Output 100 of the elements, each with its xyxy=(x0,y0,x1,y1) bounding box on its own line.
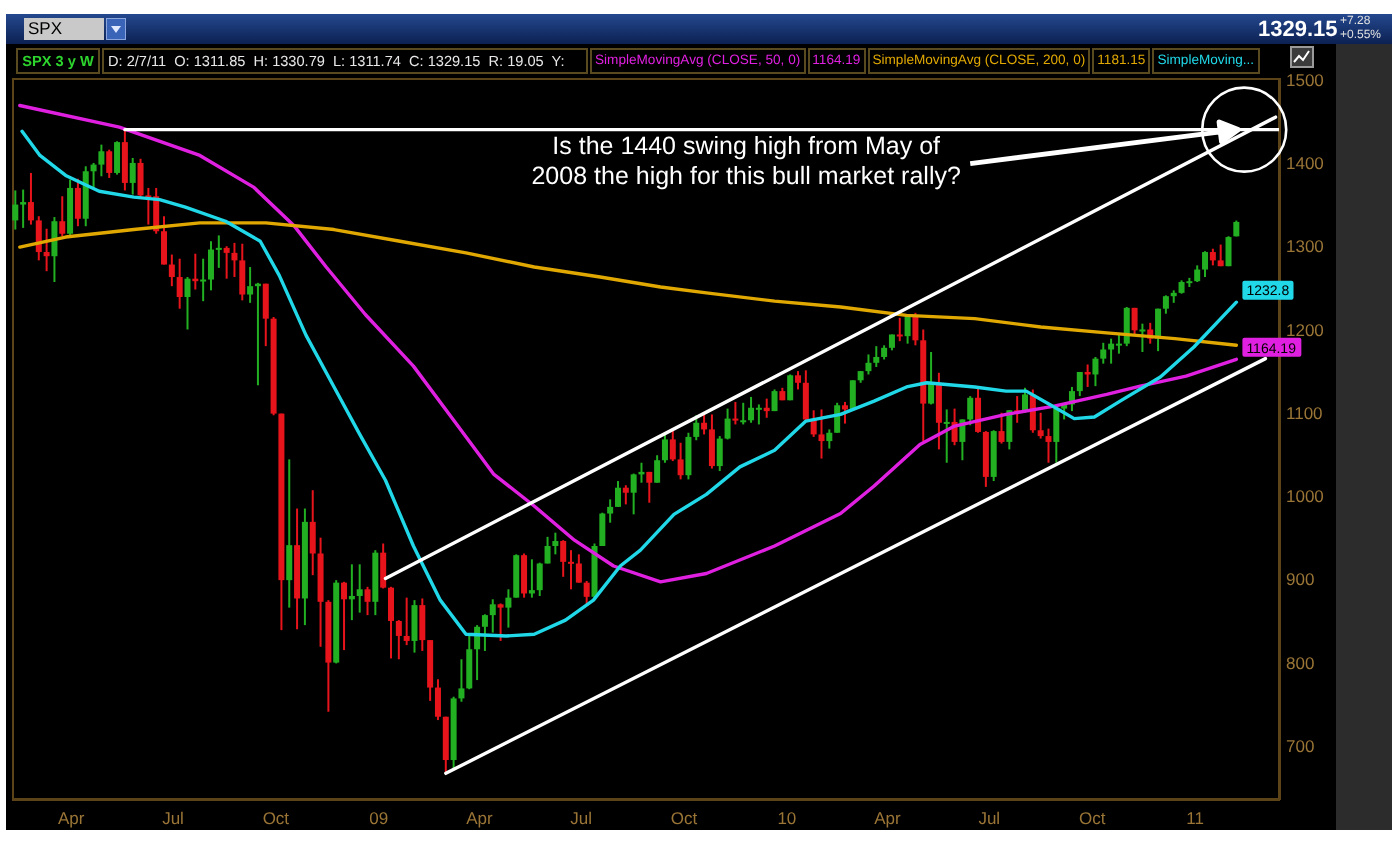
candlestick xyxy=(1131,306,1138,336)
candlestick xyxy=(505,588,512,629)
candlestick xyxy=(528,558,535,599)
candlestick xyxy=(106,148,113,179)
candlestick xyxy=(536,561,543,597)
candlestick xyxy=(928,350,935,406)
candlestick xyxy=(904,313,911,345)
y-tick-label: 1500 xyxy=(1286,69,1325,90)
x-tick-label: Apr xyxy=(874,808,902,829)
candlestick xyxy=(497,602,504,642)
candlestick xyxy=(599,511,606,548)
candlestick xyxy=(748,395,755,424)
candlestick xyxy=(20,188,27,229)
candlestick xyxy=(1123,306,1130,348)
candlestick xyxy=(82,165,89,228)
line-series xyxy=(18,103,1239,584)
candlestick xyxy=(732,400,739,426)
candlestick xyxy=(364,585,371,617)
candlestick xyxy=(708,413,715,470)
candlestick xyxy=(176,257,183,310)
candlestick xyxy=(223,245,230,280)
candlestick xyxy=(583,579,590,607)
candlestick xyxy=(622,484,629,506)
candlestick xyxy=(481,613,488,652)
candlestick xyxy=(982,430,989,488)
candlestick xyxy=(1225,235,1232,268)
candlestick xyxy=(654,454,661,484)
x-tick-label: 09 xyxy=(369,808,389,829)
candlestick xyxy=(740,401,747,426)
candlestick xyxy=(607,498,614,524)
candlestick xyxy=(466,634,473,691)
x-tick-label: Jul xyxy=(570,808,593,829)
candlestick xyxy=(685,431,692,481)
candlestick xyxy=(388,585,394,660)
candlestick xyxy=(356,563,363,614)
candlestick xyxy=(380,542,387,590)
candlestick xyxy=(544,535,551,565)
candlestick xyxy=(231,241,238,279)
candlestick xyxy=(873,345,880,368)
x-tick-label: Apr xyxy=(58,808,85,829)
candlestick xyxy=(74,177,81,228)
candlestick xyxy=(403,596,410,647)
candlestick xyxy=(12,189,19,231)
candlestick xyxy=(161,215,168,266)
candlestick xyxy=(1162,294,1169,315)
candlestick xyxy=(787,373,794,402)
y-tick-label: 1300 xyxy=(1286,236,1325,257)
candlestick xyxy=(560,539,567,578)
candlestick xyxy=(841,400,848,425)
candlestick xyxy=(442,715,449,775)
candlestick xyxy=(513,553,520,599)
x-tick-label: 11 xyxy=(1186,808,1205,829)
candlestick xyxy=(935,371,942,451)
y-tick-label: 800 xyxy=(1286,652,1315,673)
candlestick xyxy=(286,458,293,609)
candlestick xyxy=(1100,341,1107,365)
candlestick xyxy=(341,580,348,652)
y-tick-label: 1400 xyxy=(1286,152,1325,173)
candlestick xyxy=(168,253,175,288)
candlestick xyxy=(247,266,254,304)
candlestick xyxy=(43,227,50,273)
candlestick xyxy=(1092,355,1099,388)
candlestick xyxy=(943,408,950,464)
candlestick xyxy=(865,353,872,376)
candlestick xyxy=(411,599,418,654)
candlestick xyxy=(129,156,136,196)
candlestick xyxy=(849,379,856,411)
candlestick xyxy=(114,140,121,176)
candlestick xyxy=(59,195,66,238)
x-tick-label: Oct xyxy=(670,808,699,829)
candlestick xyxy=(35,215,42,262)
x-tick-label: Oct xyxy=(1078,808,1107,829)
text: 1329.15 xyxy=(1258,18,1338,42)
candlestick xyxy=(427,639,434,702)
candlestick xyxy=(826,428,833,450)
candlestick xyxy=(419,597,426,652)
candlestick xyxy=(763,397,770,419)
candlestick xyxy=(990,429,997,483)
x-tick-label: 10 xyxy=(777,808,797,829)
y-tick-label: 1200 xyxy=(1286,319,1325,340)
candlestick xyxy=(693,414,700,442)
candlestick xyxy=(395,619,402,661)
candlestick xyxy=(309,489,316,577)
candlestick xyxy=(677,441,684,481)
candlestick xyxy=(755,403,762,426)
annotation: Is the 1440 swing high from May of 2008 the high for this bull market rally? xyxy=(529,131,963,192)
candlestick xyxy=(912,311,919,347)
x-tick-label: Jul xyxy=(978,808,1001,829)
candlestick xyxy=(207,240,214,292)
candlestick xyxy=(184,276,191,331)
candlestick xyxy=(575,553,582,584)
x-tick-label: Jul xyxy=(162,808,185,829)
candlestick xyxy=(262,282,269,348)
y-tick-label: 700 xyxy=(1286,735,1315,756)
candlestick xyxy=(716,435,723,473)
candlestick xyxy=(200,257,207,303)
candlestick xyxy=(967,395,974,427)
candlestick xyxy=(818,408,825,460)
candlestick xyxy=(552,531,559,556)
candlestick xyxy=(121,128,128,192)
